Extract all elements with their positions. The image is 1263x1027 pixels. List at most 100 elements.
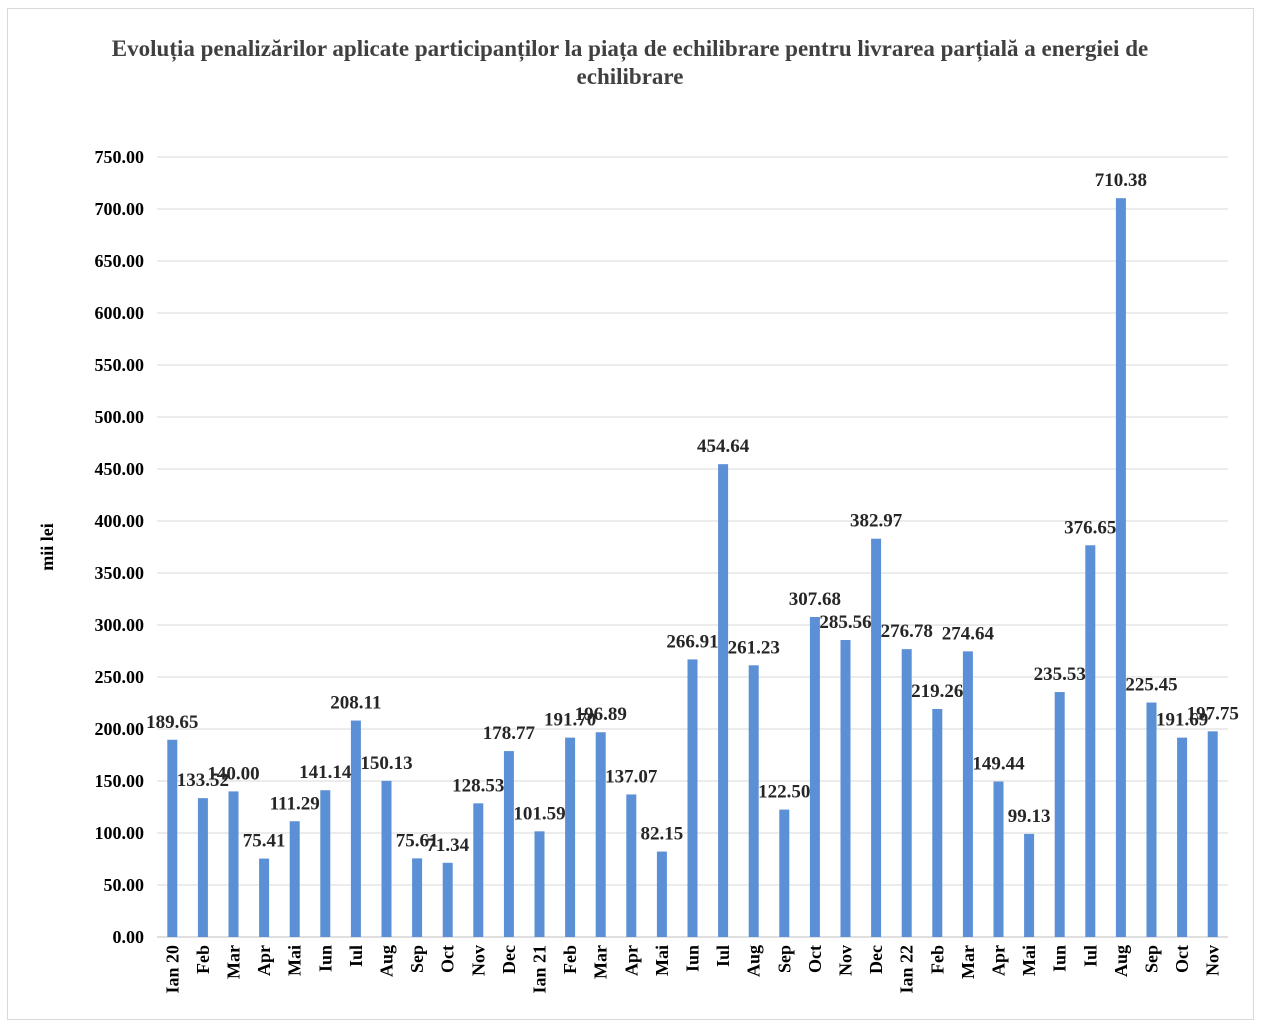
data-label: 71.34 (426, 835, 469, 856)
data-label: 178.77 (483, 723, 536, 744)
data-label: 454.64 (697, 436, 750, 457)
data-label: 382.97 (850, 511, 903, 532)
x-tick-label: Feb (560, 945, 580, 974)
y-tick-label: 600.00 (95, 303, 145, 323)
x-tick-label: Aug (744, 945, 764, 977)
x-tick-label: Mar (958, 945, 978, 979)
data-label: 307.68 (789, 589, 841, 610)
bar (1024, 833, 1035, 937)
data-label: 208.11 (330, 693, 381, 714)
data-label: 149.44 (972, 754, 1025, 775)
data-label: 137.07 (605, 766, 658, 787)
data-label: 75.61 (396, 830, 439, 851)
y-tick-label: 300.00 (95, 615, 145, 635)
x-tick-label: Dec (499, 945, 519, 974)
y-tick-label: 750.00 (95, 147, 145, 167)
y-tick-label: 500.00 (95, 407, 145, 427)
bar (595, 732, 606, 937)
chart-title: Evoluția penalizărilor aplicate particip… (111, 36, 1149, 89)
y-tick-label: 350.00 (95, 563, 145, 583)
x-tick-label: Aug (1111, 945, 1131, 977)
bar (381, 780, 392, 937)
bar (1146, 702, 1157, 937)
bar (809, 617, 820, 937)
data-label: 191.69 (1156, 710, 1208, 731)
x-tick-label: Sep (407, 945, 427, 973)
y-tick-label: 450.00 (95, 459, 145, 479)
x-tick-label: Mai (1019, 945, 1039, 976)
data-label: 189.65 (146, 712, 198, 733)
bar (1085, 545, 1096, 937)
bar (565, 737, 576, 937)
x-tick-label: Nov (1203, 945, 1223, 976)
x-tick-label: Iun (1050, 945, 1070, 972)
data-label: 128.53 (452, 775, 504, 796)
x-tick-label: Ian 21 (530, 945, 550, 994)
bar (993, 781, 1004, 937)
data-label: 196.89 (575, 704, 627, 725)
data-label: 710.38 (1095, 170, 1147, 191)
y-tick-label: 150.00 (95, 771, 145, 791)
y-tick-label: 550.00 (95, 355, 145, 375)
bar (167, 739, 178, 937)
bar (442, 862, 453, 937)
y-tick-label: 700.00 (95, 199, 145, 219)
bar (1115, 198, 1126, 937)
data-label: 276.78 (881, 621, 933, 642)
bar (320, 790, 331, 937)
bar (901, 649, 912, 937)
y-axis-ticks: 0.00 50.00 100.00 150.00 200.00 250.00 300.00 3… (95, 147, 145, 947)
bar (687, 659, 698, 937)
data-label: 82.15 (641, 824, 684, 845)
data-label: 99.13 (1008, 806, 1051, 827)
data-label: 274.64 (942, 623, 995, 644)
data-label: 150.13 (360, 753, 412, 774)
y-tick-label: 100.00 (95, 823, 145, 843)
bar (412, 858, 423, 937)
x-tick-label: Iul (713, 945, 733, 967)
y-axis-title: mii lei (37, 523, 57, 571)
data-label: 133.52 (177, 770, 229, 791)
x-axis-ticks: Ian 20 Feb Mar Apr Mai Iun Iul Aug Sep Oct Nov Dec I… (162, 945, 1222, 994)
bar (350, 720, 361, 937)
data-label: 376.65 (1064, 517, 1116, 538)
bar (1054, 692, 1065, 937)
x-tick-label: Ian 20 (162, 945, 182, 994)
x-tick-label: Iul (1080, 945, 1100, 967)
data-label: 140.00 (207, 763, 259, 784)
data-label: 285.56 (819, 612, 871, 633)
bar (1207, 731, 1218, 937)
x-tick-label: Feb (193, 945, 213, 974)
data-label: 75.41 (243, 831, 286, 852)
x-tick-label: Iun (315, 945, 335, 972)
x-tick-label: Apr (254, 945, 274, 976)
data-label: 266.91 (666, 631, 718, 652)
data-label: 261.23 (728, 637, 780, 658)
data-label: 225.45 (1125, 675, 1177, 696)
x-tick-label: Feb (927, 945, 947, 974)
x-tick-label: Oct (1172, 945, 1192, 973)
bar (289, 821, 300, 937)
bar (259, 858, 270, 937)
data-label: 219.26 (911, 681, 963, 702)
x-tick-label: Oct (438, 945, 458, 973)
bar (197, 798, 208, 937)
x-tick-label: Apr (989, 945, 1009, 976)
bars (167, 198, 1218, 937)
data-label: 141.14 (299, 762, 352, 783)
x-tick-label: Nov (836, 945, 856, 976)
x-tick-label: Oct (805, 945, 825, 973)
y-tick-label: 650.00 (95, 251, 145, 271)
x-tick-label: Ian 22 (897, 945, 917, 994)
bar (656, 851, 667, 937)
bar (840, 640, 851, 937)
x-tick-label: Aug (377, 945, 397, 977)
data-label: 235.53 (1034, 664, 1086, 685)
x-tick-label: Mai (652, 945, 672, 976)
bar (871, 538, 882, 937)
y-tick-label: 250.00 (95, 667, 145, 687)
bar (932, 708, 943, 937)
bar (626, 794, 637, 937)
